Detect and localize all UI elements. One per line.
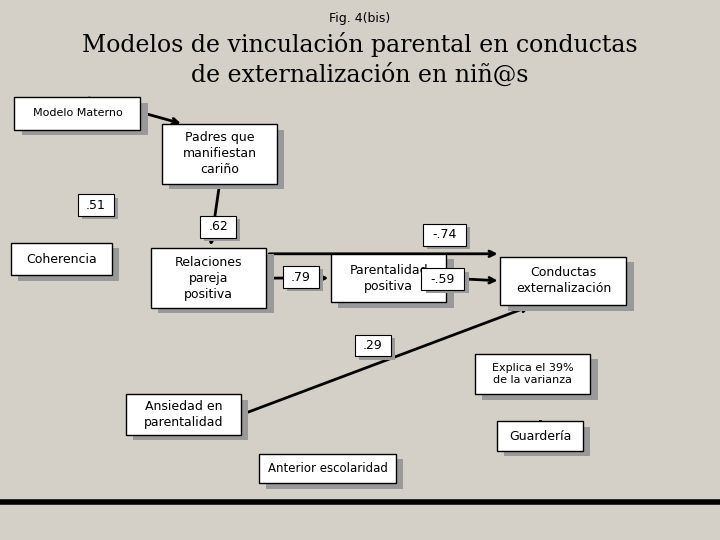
Text: -.59: -.59 — [431, 273, 455, 286]
FancyBboxPatch shape — [497, 421, 583, 451]
FancyBboxPatch shape — [421, 268, 464, 290]
Text: .79: .79 — [291, 271, 311, 284]
Text: -.74: -.74 — [432, 228, 456, 241]
Text: Relaciones
pareja
positiva: Relaciones pareja positiva — [175, 255, 243, 301]
Text: Ansiedad en
parentalidad: Ansiedad en parentalidad — [144, 400, 223, 429]
Text: Modelos de vinculación parental en conductas
de externalización en niñ@s: Modelos de vinculación parental en condu… — [82, 32, 638, 86]
FancyBboxPatch shape — [22, 103, 148, 135]
FancyBboxPatch shape — [126, 394, 241, 435]
FancyBboxPatch shape — [259, 454, 396, 483]
FancyBboxPatch shape — [200, 216, 236, 238]
FancyBboxPatch shape — [78, 194, 114, 216]
Text: Explica el 39%
de la varianza: Explica el 39% de la varianza — [492, 363, 574, 385]
FancyBboxPatch shape — [283, 266, 319, 288]
Text: Parentalidad
positiva: Parentalidad positiva — [349, 264, 428, 293]
FancyBboxPatch shape — [14, 97, 140, 130]
Text: Padres que
manifiestan
cariño: Padres que manifiestan cariño — [183, 131, 256, 177]
Text: Fig. 4(bis): Fig. 4(bis) — [329, 12, 391, 25]
FancyBboxPatch shape — [18, 248, 119, 281]
FancyBboxPatch shape — [423, 224, 466, 246]
Text: .51: .51 — [86, 199, 106, 212]
FancyBboxPatch shape — [475, 354, 590, 394]
Text: Guardería: Guardería — [509, 429, 571, 443]
FancyBboxPatch shape — [133, 400, 248, 440]
FancyBboxPatch shape — [151, 248, 266, 308]
FancyBboxPatch shape — [204, 219, 240, 241]
Text: Anterior escolaridad: Anterior escolaridad — [268, 462, 387, 475]
FancyBboxPatch shape — [11, 243, 112, 275]
Text: Modelo Materno: Modelo Materno — [32, 109, 122, 118]
FancyBboxPatch shape — [359, 338, 395, 360]
Text: Coherencia: Coherencia — [26, 253, 96, 266]
FancyBboxPatch shape — [162, 124, 277, 184]
Text: .62: .62 — [208, 220, 228, 233]
FancyBboxPatch shape — [266, 459, 403, 489]
Text: .29: .29 — [363, 339, 383, 352]
FancyBboxPatch shape — [482, 359, 598, 400]
FancyBboxPatch shape — [338, 259, 454, 308]
FancyBboxPatch shape — [500, 256, 626, 305]
Text: Conductas
externalización: Conductas externalización — [516, 266, 611, 295]
FancyBboxPatch shape — [427, 227, 470, 249]
FancyBboxPatch shape — [508, 262, 634, 310]
FancyBboxPatch shape — [355, 335, 391, 356]
FancyBboxPatch shape — [287, 269, 323, 291]
FancyBboxPatch shape — [331, 254, 446, 302]
FancyBboxPatch shape — [169, 130, 284, 189]
FancyBboxPatch shape — [504, 427, 590, 456]
FancyBboxPatch shape — [426, 272, 469, 293]
FancyBboxPatch shape — [82, 198, 118, 219]
FancyBboxPatch shape — [158, 254, 274, 313]
